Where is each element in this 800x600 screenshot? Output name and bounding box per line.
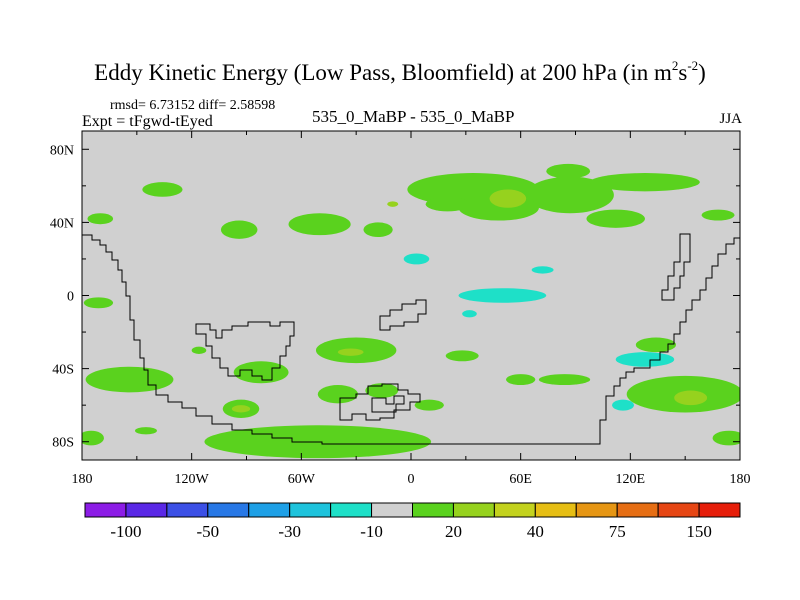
contour-region-green xyxy=(220,220,258,239)
contour-region-lime xyxy=(231,405,251,413)
contour-region-green xyxy=(83,297,114,309)
colorbar-swatch xyxy=(84,502,127,518)
colorbar-swatch xyxy=(125,502,168,518)
colorbar-swatch xyxy=(412,502,454,518)
contour-region-lime xyxy=(337,348,364,356)
colorbar-label: 75 xyxy=(609,522,626,541)
contour-region-green xyxy=(85,366,174,393)
title-unit-s: s xyxy=(678,60,688,85)
contour-region-green xyxy=(191,346,207,354)
colorbar-label: 20 xyxy=(445,522,462,541)
contour-region-green xyxy=(445,350,479,362)
coastline-antarctic-peninsula xyxy=(195,321,295,381)
contour-region-green xyxy=(87,213,114,225)
contour-region-lime xyxy=(387,201,399,207)
title-close-paren: ) xyxy=(698,60,706,85)
coastline-islands-central xyxy=(379,299,427,331)
colorbar-label: 40 xyxy=(527,522,544,541)
contour-region-cyan xyxy=(615,352,675,367)
contour-region-green xyxy=(425,196,470,212)
colorbar-swatch xyxy=(248,502,291,518)
season-label: JJA xyxy=(719,111,742,127)
contour-region-green xyxy=(135,427,157,435)
colorbar-swatch xyxy=(534,502,577,518)
colorbar-swatch xyxy=(616,502,659,518)
coastline-southern-fragment xyxy=(339,383,421,421)
title-text: Eddy Kinetic Energy (Low Pass, Bloomfiel… xyxy=(94,60,672,85)
coastline-south-america xyxy=(82,234,740,445)
colorbar xyxy=(84,502,741,518)
contour-region-green xyxy=(635,337,677,353)
title-superscript-1: 2 xyxy=(671,58,679,73)
contour-region-green xyxy=(590,173,700,192)
contour-region-green xyxy=(288,213,351,236)
y-tick-label: 40N xyxy=(50,216,74,231)
colorbar-swatch xyxy=(289,502,332,518)
coastline-northeast-strip xyxy=(661,233,691,301)
colorbar-swatch xyxy=(166,502,209,518)
colorbar-swatch xyxy=(330,502,373,518)
figure-title: Eddy Kinetic Energy (Low Pass, Bloomfiel… xyxy=(0,58,800,86)
axis-tick-labels: 180 120W 60W 0 60E 120E 180 80N 40N 0 40S 80S xyxy=(50,143,751,487)
contour-region-cyan xyxy=(462,310,477,318)
coastline-layer xyxy=(82,233,740,445)
colorbar-swatch xyxy=(575,502,618,518)
colorbar-swatch xyxy=(371,502,413,518)
y-tick-label: 80N xyxy=(50,143,74,158)
x-tick-label: 120E xyxy=(616,472,646,487)
x-tick-label: 60E xyxy=(509,472,532,487)
colorbar-swatch xyxy=(698,502,741,518)
title-superscript-2: -2 xyxy=(687,58,699,73)
colorbar-swatch xyxy=(493,502,536,518)
contour-region-cyan xyxy=(458,288,547,303)
colorbar-label: -50 xyxy=(196,522,219,541)
x-tick-label: 60W xyxy=(288,472,316,487)
contour-region-lime xyxy=(489,189,527,208)
y-tick-label: 40S xyxy=(52,363,74,378)
contour-region-green xyxy=(538,374,591,386)
x-tick-label: 120W xyxy=(175,472,210,487)
colorbar-swatch xyxy=(657,502,700,518)
contour-region-green xyxy=(142,182,183,197)
colorbar-label: -30 xyxy=(278,522,301,541)
contour-region-green xyxy=(233,361,289,384)
y-tick-label: 0 xyxy=(67,290,74,305)
contour-region-green xyxy=(701,209,735,221)
colorbar-swatch xyxy=(207,502,250,518)
experiment-label: Expt = tFgwd-tEyed xyxy=(82,113,213,130)
colorbar-swatch xyxy=(452,502,495,518)
contour-region-cyan xyxy=(612,399,634,411)
contour-region-cyan xyxy=(403,253,430,265)
coastline-inner-loop xyxy=(371,395,405,413)
contour-region-green xyxy=(365,383,399,398)
stats-label: rmsd= 6.73152 diff= 2.58598 xyxy=(110,98,276,113)
contour-region-green xyxy=(414,399,444,411)
axis-ticks xyxy=(81,131,741,460)
contour-region-green xyxy=(586,209,645,228)
colorbar-labels: -100 -50 -30 -10 20 40 75 150 xyxy=(110,522,711,541)
contour-region-green xyxy=(317,385,358,404)
y-tick-label: 80S xyxy=(52,436,74,451)
contour-region-green xyxy=(363,222,393,238)
colorbar-label: -100 xyxy=(110,522,141,541)
contour-region-green xyxy=(546,163,591,179)
colorbar-label: -10 xyxy=(360,522,383,541)
colorbar-label: 150 xyxy=(686,522,712,541)
case-label: 535_0_MaBP - 535_0_MaBP xyxy=(312,107,515,126)
contour-region-green xyxy=(526,176,614,214)
contour-region-lime xyxy=(674,390,708,406)
x-tick-label: 180 xyxy=(72,472,93,487)
contour-region-green xyxy=(506,374,536,386)
x-tick-label: 0 xyxy=(408,472,415,487)
x-tick-label: 180 xyxy=(730,472,751,487)
contour-region-green xyxy=(712,430,740,446)
contour-region-cyan xyxy=(531,266,554,274)
